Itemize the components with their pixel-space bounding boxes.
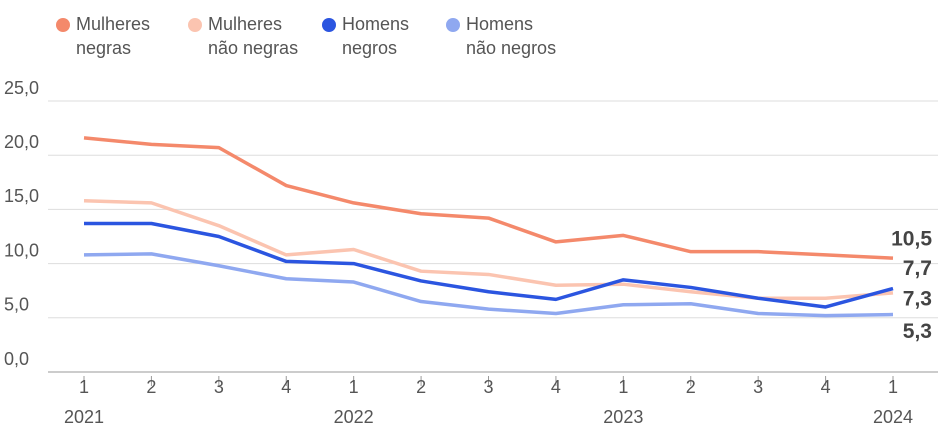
- legend-item: Homens não negros: [446, 12, 566, 60]
- legend-swatch: [322, 18, 336, 32]
- series-line: [84, 221, 894, 309]
- x-tick-label: 3: [214, 377, 224, 397]
- series-line: [83, 198, 894, 301]
- y-tick-label: 25,0: [4, 78, 39, 98]
- legend-swatch: [446, 18, 460, 32]
- x-tick-label: 3: [753, 377, 763, 397]
- x-tick-label: 4: [281, 377, 291, 397]
- value-label: 5,3: [903, 320, 932, 343]
- y-tick-label: 5,0: [4, 295, 29, 315]
- value-label: 7,7: [903, 257, 932, 280]
- legend-item: Mulheres negras: [56, 12, 176, 60]
- series-line: [83, 252, 894, 318]
- legend-swatch: [188, 18, 202, 32]
- x-tick-label: 1: [888, 377, 898, 397]
- legend-label: Mulheres não negras: [208, 14, 299, 58]
- y-tick-label: 10,0: [4, 240, 39, 260]
- x-tick-label: 1: [349, 377, 359, 397]
- y-tick-label: 15,0: [4, 186, 39, 206]
- legend-swatch: [56, 18, 70, 32]
- x-tick-label: 1: [618, 377, 628, 397]
- legend-label: Homens não negros: [466, 14, 557, 58]
- year-label: 2023: [603, 407, 643, 427]
- legend-label: Homens negros: [342, 14, 410, 58]
- x-tick-label: 4: [821, 377, 831, 397]
- y-tick-label: 20,0: [4, 132, 39, 152]
- x-tick-label: 1: [79, 377, 89, 397]
- year-label: 2024: [873, 407, 913, 427]
- x-tick-label: 2: [416, 377, 426, 397]
- x-tick-label: 4: [551, 377, 561, 397]
- year-label: 2021: [64, 407, 104, 427]
- value-label: 7,3: [903, 287, 932, 310]
- legend-item: Homens negros: [322, 12, 442, 60]
- series-line: [83, 136, 894, 260]
- legend-label: Mulheres negras: [76, 14, 151, 58]
- y-tick-label: 0,0: [4, 349, 29, 369]
- value-label: 10,5: [891, 228, 932, 251]
- legend-item: Mulheres não negras: [188, 12, 308, 60]
- x-tick-label: 2: [146, 377, 156, 397]
- x-tick-label: 2: [686, 377, 696, 397]
- x-tick-label: 3: [483, 377, 493, 397]
- year-label: 2022: [334, 407, 374, 427]
